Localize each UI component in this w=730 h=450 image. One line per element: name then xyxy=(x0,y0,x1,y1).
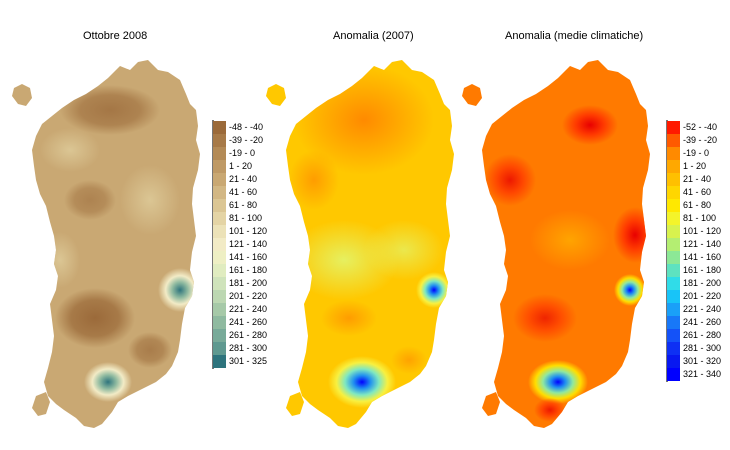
legend-swatch xyxy=(213,264,226,277)
legend-swatch xyxy=(213,160,226,173)
legend-swatch xyxy=(667,238,680,251)
legend-swatch xyxy=(213,355,226,368)
legend-swatch xyxy=(667,199,680,212)
legend-label: 241 - 260 xyxy=(229,317,268,327)
legend-swatch xyxy=(213,303,226,316)
legend-swatch xyxy=(213,329,226,342)
legend-label: 261 - 280 xyxy=(683,330,722,340)
legend-label: 1 - 20 xyxy=(683,161,707,171)
legend-label: 301 - 320 xyxy=(683,356,722,366)
legend-label: -39 - -20 xyxy=(229,135,264,145)
legend-swatch xyxy=(667,225,680,238)
legend-swatch xyxy=(667,368,680,381)
legend-label: 121 - 140 xyxy=(229,239,268,249)
legend-swatch xyxy=(667,264,680,277)
legend-label: 321 - 340 xyxy=(683,369,722,379)
legend-swatch xyxy=(213,147,226,160)
legend-label: 221 - 240 xyxy=(229,304,268,314)
legend-label: 301 - 325 xyxy=(229,356,268,366)
legend-swatch xyxy=(667,329,680,342)
legend-swatch xyxy=(213,316,226,329)
legend-swatch xyxy=(667,277,680,290)
legend-swatch xyxy=(667,160,680,173)
legend-label: 41 - 60 xyxy=(229,187,258,197)
legend-label: -52 - -40 xyxy=(683,122,718,132)
legend-label: 1 - 20 xyxy=(229,161,253,171)
legend-swatch xyxy=(667,134,680,147)
legend-swatch xyxy=(213,173,226,186)
legend-label: 141 - 160 xyxy=(229,252,268,262)
legend-swatch xyxy=(213,251,226,264)
legend-label: 21 - 40 xyxy=(229,174,258,184)
legend-label: 161 - 180 xyxy=(683,265,722,275)
legend-swatch xyxy=(667,290,680,303)
legend-label: 181 - 200 xyxy=(229,278,268,288)
legend-label: 201 - 220 xyxy=(683,291,722,301)
legend-swatch xyxy=(667,121,680,134)
legend-swatch xyxy=(213,199,226,212)
legend-label: 41 - 60 xyxy=(683,187,712,197)
legend-swatch xyxy=(213,290,226,303)
map-anomalia-medie-climatiche xyxy=(462,60,650,428)
map-title-ottobre-2008: Ottobre 2008 xyxy=(83,30,148,42)
legend-label: 261 - 280 xyxy=(229,330,268,340)
legend-label: 81 - 100 xyxy=(683,213,717,223)
legend-label: 181 - 200 xyxy=(683,278,722,288)
legend-swatch xyxy=(667,316,680,329)
legend-swatch xyxy=(667,355,680,368)
legend-label: -19 - 0 xyxy=(683,148,710,158)
legend-swatch xyxy=(213,186,226,199)
legend-swatch xyxy=(667,303,680,316)
legend-label: 241 - 260 xyxy=(683,317,722,327)
legend-label: -19 - 0 xyxy=(229,148,256,158)
legend-label: 161 - 180 xyxy=(229,265,268,275)
legend-swatch xyxy=(213,277,226,290)
legend-label: 141 - 160 xyxy=(683,252,722,262)
legend-label: 221 - 240 xyxy=(683,304,722,314)
legend-label: 101 - 120 xyxy=(229,226,268,236)
legend-label: 81 - 100 xyxy=(229,213,263,223)
legend-label: 21 - 40 xyxy=(683,174,712,184)
legend-swatch xyxy=(667,251,680,264)
legend-swatch xyxy=(667,186,680,199)
legend-swatch xyxy=(213,225,226,238)
legend-swatch xyxy=(213,134,226,147)
legend-swatch xyxy=(213,121,226,134)
legend-label: -39 - -20 xyxy=(683,135,718,145)
legend-ottobre-2008: -48 - -40 -39 - -20 -19 - 0 1 - 20 21 - 40 41… xyxy=(212,120,267,369)
legend-swatch xyxy=(667,147,680,160)
legend-swatch xyxy=(213,342,226,355)
legend-swatch xyxy=(667,212,680,225)
legend-label: 121 - 140 xyxy=(683,239,722,249)
legend-label: 61 - 80 xyxy=(229,200,258,210)
legend-anomalia: -52 - -40 -39 - -20 -19 - 0 1 - 20 21 - 40 41… xyxy=(666,120,721,382)
legend-swatch xyxy=(213,212,226,225)
legend-label: 101 - 120 xyxy=(683,226,722,236)
legend-label: 281 - 300 xyxy=(229,343,268,353)
legend-swatch xyxy=(213,238,226,251)
map-title-anomalia-2007: Anomalia (2007) xyxy=(333,30,414,42)
legend-label: 61 - 80 xyxy=(683,200,712,210)
legend-label: 281 - 300 xyxy=(683,343,722,353)
legend-label: -48 - -40 xyxy=(229,122,264,132)
map-ottobre-2008 xyxy=(12,60,200,428)
map-anomalia-2007 xyxy=(266,60,454,428)
map-title-anomalia-medie: Anomalia (medie climatiche) xyxy=(505,30,644,42)
legend-swatch xyxy=(667,342,680,355)
legend-label: 201 - 220 xyxy=(229,291,268,301)
legend-swatch xyxy=(667,173,680,186)
